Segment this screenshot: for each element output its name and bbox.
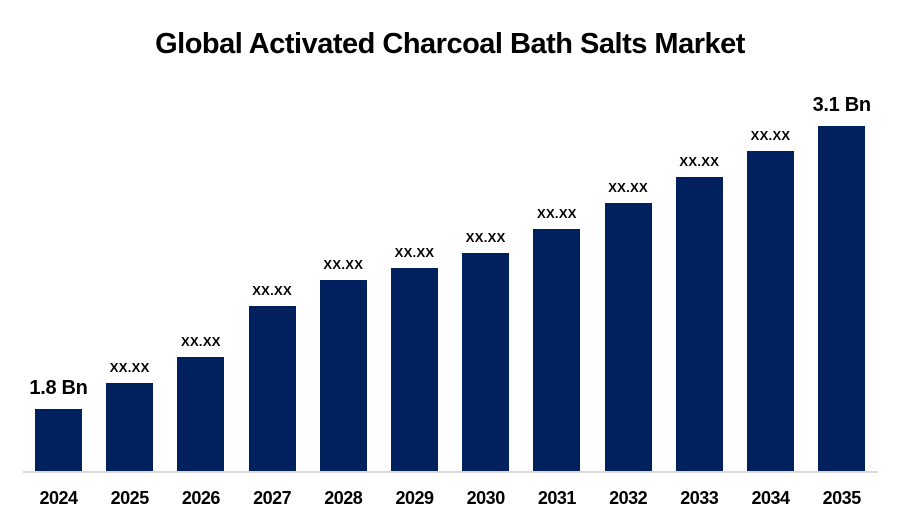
bar-2029 — [391, 268, 438, 471]
value-label-2024: 1.8 Bn — [29, 377, 88, 399]
bar-2032 — [604, 203, 652, 471]
bar-2034 — [747, 151, 794, 471]
year-label-2027: 2027 — [253, 488, 292, 508]
year-label-2024: 2024 — [39, 488, 78, 508]
year-label-2033: 2033 — [680, 488, 719, 508]
chart-title: Global Activated Charcoal Bath Salts Mar… — [155, 28, 745, 60]
bar-2033 — [675, 177, 723, 471]
value-label-2025: XX.XX — [109, 360, 150, 375]
value-label-2034: XX.XX — [750, 128, 791, 143]
value-label-2030: XX.XX — [465, 230, 506, 245]
bar-2025 — [106, 383, 154, 471]
value-label-2031: XX.XX — [536, 206, 577, 221]
year-label-2032: 2032 — [609, 488, 648, 508]
value-label-2032: XX.XX — [608, 180, 648, 195]
year-label-2028: 2028 — [324, 488, 363, 508]
year-label-2026: 2026 — [181, 488, 221, 508]
value-label-2035: 3.1 Bn — [812, 94, 872, 116]
year-label-2031: 2031 — [537, 488, 577, 508]
bar-2024 — [35, 409, 82, 471]
bar-2028 — [319, 280, 367, 471]
year-label-2030: 2030 — [466, 488, 506, 508]
year-label-2025: 2025 — [110, 488, 150, 508]
bar-2026 — [177, 357, 225, 471]
value-label-2026: XX.XX — [180, 334, 221, 349]
value-label-2029: XX.XX — [394, 245, 435, 260]
value-label-2027: XX.XX — [252, 283, 292, 298]
bar-2027 — [248, 306, 296, 471]
year-label-2035: 2035 — [822, 488, 862, 508]
year-label-2034: 2034 — [751, 488, 790, 508]
year-label-2029: 2029 — [395, 488, 434, 508]
bar-2030 — [462, 253, 510, 471]
value-label-2033: XX.XX — [679, 154, 720, 169]
bar-2031 — [533, 229, 581, 471]
x-axis-line — [23, 471, 878, 473]
bar-2035 — [818, 126, 866, 471]
value-label-2028: XX.XX — [323, 257, 364, 272]
